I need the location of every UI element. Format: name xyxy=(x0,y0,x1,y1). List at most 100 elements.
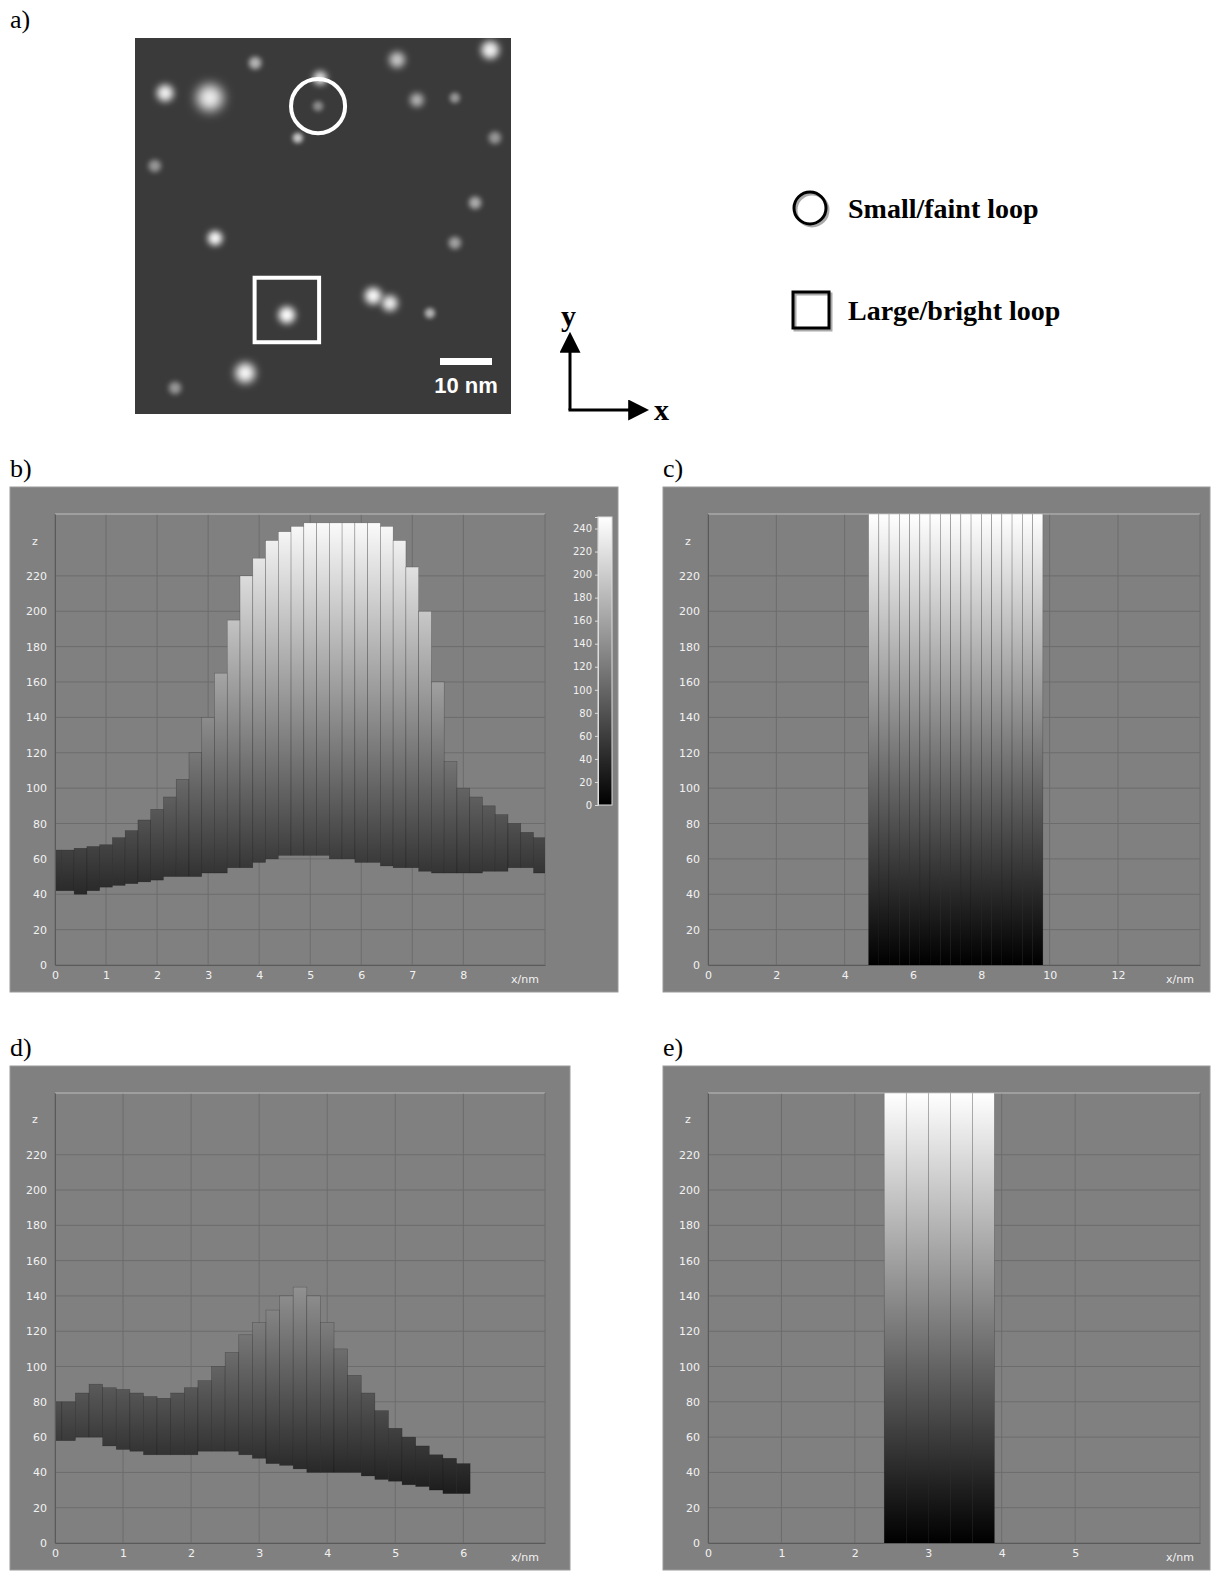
bar xyxy=(157,1398,171,1454)
bar xyxy=(55,1402,62,1441)
y-tick: 180 xyxy=(26,641,55,654)
bar xyxy=(930,514,940,965)
y-tick: 20 xyxy=(686,924,708,937)
panel-label: e) xyxy=(663,1033,683,1062)
bar xyxy=(380,526,393,866)
colorbar-axis: 020406080100120140160180200220240 xyxy=(573,518,599,811)
bar xyxy=(951,514,961,965)
scale-bar xyxy=(440,358,492,365)
bar xyxy=(906,1093,928,1543)
bar xyxy=(225,1352,239,1451)
x-tick: 3 xyxy=(256,1543,263,1560)
x-tick: 4 xyxy=(999,1543,1006,1560)
x-tick-label: 2 xyxy=(188,1547,195,1560)
x-tick: 0 xyxy=(705,1543,712,1560)
y-tick: 20 xyxy=(686,1502,708,1515)
y-tick: 40 xyxy=(686,888,708,901)
colorbar-tick-mark xyxy=(595,736,598,737)
x-tick: 5 xyxy=(392,1543,399,1560)
grid-line-x xyxy=(463,514,464,965)
y-tick-label: 200 xyxy=(26,1184,47,1197)
bar xyxy=(266,541,279,859)
bar xyxy=(189,753,202,877)
bar xyxy=(103,1388,117,1446)
spot xyxy=(425,308,435,318)
panel-label: a) xyxy=(10,5,30,34)
colorbar-tick-mark xyxy=(595,552,598,553)
x-tick: 12 xyxy=(1112,965,1126,982)
bar xyxy=(508,824,521,868)
grid-line-x xyxy=(708,1093,709,1543)
y-tick: 140 xyxy=(679,1290,708,1303)
colorbar-tick-label: 80 xyxy=(579,708,592,719)
y-tick-label: 100 xyxy=(26,782,47,795)
y-axis-title: z xyxy=(32,1113,38,1126)
spot xyxy=(157,85,174,102)
x-tick-label: 0 xyxy=(705,1547,712,1560)
x-tick: 0 xyxy=(52,1543,59,1560)
x-tick: 6 xyxy=(358,965,365,982)
spot xyxy=(410,93,424,107)
x-tick-label: 4 xyxy=(324,1547,331,1560)
bar xyxy=(176,779,189,876)
y-tick-label: 40 xyxy=(33,1466,47,1479)
loop-circle xyxy=(291,79,345,133)
y-tick-label: 20 xyxy=(686,1502,700,1515)
y-tick-label: 0 xyxy=(40,1537,47,1550)
y-axis-line xyxy=(708,1094,709,1544)
bar xyxy=(342,523,355,859)
colorbar-tick-mark xyxy=(595,713,598,714)
x-tick-label: 3 xyxy=(256,1547,263,1560)
bar xyxy=(253,558,266,862)
legend-label: Small/faint loop xyxy=(848,193,1039,224)
x-axis-title: x/nm xyxy=(1166,1551,1194,1564)
bar xyxy=(889,514,899,965)
x-tick: 0 xyxy=(52,965,59,982)
x-tick: 5 xyxy=(307,965,314,982)
x-tick-label: 2 xyxy=(852,1547,859,1560)
x-tick-label: 0 xyxy=(705,969,712,982)
y-tick-label: 60 xyxy=(33,853,47,866)
colorbar-tick-label: 160 xyxy=(573,615,592,626)
bar xyxy=(293,1287,307,1469)
y-arrow xyxy=(569,336,572,410)
y-tick: 140 xyxy=(26,711,55,724)
x-tick-label: 1 xyxy=(103,969,110,982)
y-tick-label: 0 xyxy=(693,959,700,972)
grid-line-x xyxy=(55,1093,56,1543)
y-tick-label: 40 xyxy=(686,1466,700,1479)
bar xyxy=(163,797,176,877)
spot xyxy=(208,231,223,246)
x-axis-line xyxy=(56,1543,546,1544)
colorbar-tick-mark xyxy=(595,644,598,645)
x-axis-title: x/nm xyxy=(1166,973,1194,986)
bar xyxy=(457,788,470,873)
legend-shadow xyxy=(795,294,831,330)
figure: a)10 nmyxSmall/faint loopLarge/bright lo… xyxy=(0,0,1229,1577)
y-tick: 180 xyxy=(26,1219,55,1232)
colorbar-tick-label: 60 xyxy=(579,731,592,742)
x-tick: 1 xyxy=(103,965,110,982)
bar xyxy=(429,1455,443,1490)
spot xyxy=(249,57,261,69)
chart-panel: 0204060801001201401601802002200123456x/n… xyxy=(10,1066,570,1570)
bar xyxy=(920,514,930,965)
bar xyxy=(940,514,950,965)
bars xyxy=(55,523,545,894)
x-tick-label: 10 xyxy=(1043,969,1057,982)
colorbar-tick-label: 200 xyxy=(573,569,592,580)
colorbar-tick-label: 220 xyxy=(573,546,592,557)
spot xyxy=(449,237,461,249)
x-axis: 024681012 xyxy=(705,965,1201,982)
grid-line-x xyxy=(191,1093,192,1543)
grid-line-y xyxy=(55,1543,545,1544)
y-tick-label: 160 xyxy=(26,676,47,689)
grid xyxy=(708,1093,1200,1543)
bar xyxy=(239,1335,253,1455)
y-tick: 100 xyxy=(26,782,55,795)
x-axis-line xyxy=(709,965,1201,966)
y-tick: 220 xyxy=(26,570,55,583)
colorbar-tick-mark xyxy=(595,529,598,530)
y-tick-label: 220 xyxy=(26,570,47,583)
bar xyxy=(138,820,151,882)
